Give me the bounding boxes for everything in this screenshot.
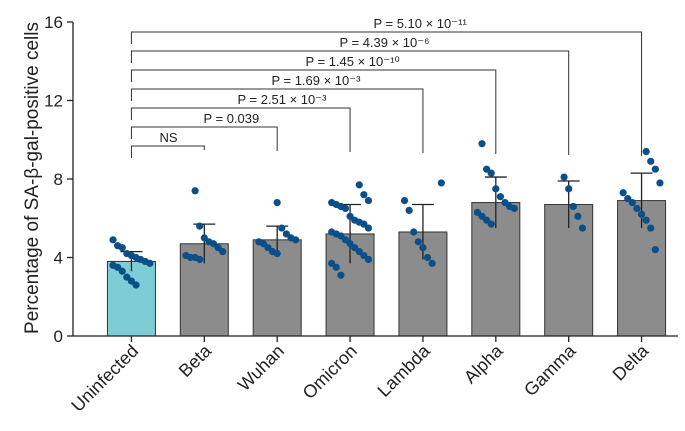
bracket-gamma: [130, 50, 570, 155]
data-point-delta: [656, 179, 664, 187]
data-point-lambda: [410, 228, 418, 236]
data-point-uninfected: [146, 259, 154, 267]
data-point-lambda: [428, 259, 436, 267]
data-point-wuhan: [278, 224, 286, 232]
p-value-beta: NS: [159, 130, 177, 145]
data-point-lambda: [423, 253, 432, 262]
data-point-gamma: [560, 173, 568, 181]
data-point-lambda: [405, 206, 413, 214]
p-value-alpha: P = 1.45 × 10⁻¹⁰: [305, 54, 399, 69]
data-point-omicron: [364, 255, 373, 264]
data-point-gamma: [578, 224, 587, 232]
p-value-lambda: P = 1.69 × 10⁻³: [271, 73, 361, 88]
x-tick-label-wuhan: Wuhan: [234, 341, 288, 395]
data-point-omicron: [341, 204, 350, 213]
data-point-delta: [651, 246, 659, 254]
data-point-lambda: [400, 196, 409, 205]
data-point-lambda: [419, 244, 427, 252]
bracket-delta: [130, 31, 643, 156]
data-point-delta: [642, 216, 650, 224]
data-points: [109, 140, 664, 289]
data-point-gamma: [574, 212, 582, 220]
bracket-beta: [130, 145, 205, 158]
y-tick-label: 4: [54, 249, 63, 268]
data-point-wuhan: [291, 236, 300, 244]
data-point-delta: [637, 210, 646, 218]
x-tick-label-uninfected: Uninfected: [67, 341, 142, 416]
p-value-gamma: P = 4.39 × 10⁻⁶: [339, 35, 429, 50]
data-point-omicron: [337, 271, 345, 279]
x-tick-label-gamma: Gamma: [520, 340, 580, 400]
data-point-delta: [647, 224, 655, 232]
data-point-delta: [633, 204, 641, 213]
bracket-omicron: [130, 107, 351, 152]
data-point-delta: [651, 165, 659, 173]
data-point-omicron: [364, 196, 373, 205]
y-tick-label: 0: [54, 327, 63, 346]
bar-series: [106, 200, 667, 337]
x-axis: Uninfected Beta Wuhan Omicron Lambda Alpha Gam…: [67, 335, 678, 416]
data-point-omicron: [360, 191, 368, 199]
y-axis-label: Percentage of SA-β-gal-positive cells: [22, 22, 43, 334]
p-value-wuhan: P = 0.039: [203, 111, 259, 126]
y-axis: 0 4 8 12 16: [44, 13, 74, 346]
data-point-beta: [191, 187, 199, 195]
data-point-lambda: [437, 179, 445, 187]
bracket-lambda: [130, 88, 424, 153]
x-tick-label-omicron: Omicron: [299, 341, 361, 403]
data-point-omicron: [364, 224, 373, 232]
data-point-alpha: [487, 220, 495, 228]
data-point-beta: [196, 255, 204, 264]
data-point-wuhan: [273, 249, 281, 258]
y-tick-label: 16: [44, 13, 63, 32]
data-point-omicron: [332, 263, 340, 271]
x-tick-label-lambda: Lambda: [374, 340, 435, 401]
data-point-uninfected: [118, 267, 126, 275]
data-point-alpha: [478, 140, 486, 148]
data-point-lambda: [414, 238, 422, 246]
data-point-alpha: [492, 185, 500, 193]
data-point-uninfected: [109, 236, 117, 244]
data-point-omicron: [355, 181, 363, 189]
data-point-beta: [219, 248, 227, 256]
data-point-delta: [619, 189, 627, 197]
data-point-alpha: [510, 204, 518, 213]
data-point-alpha: [487, 169, 495, 177]
bracket-wuhan: [130, 126, 278, 151]
y-tick-label: 12: [44, 92, 63, 111]
data-point-uninfected: [132, 281, 140, 289]
x-tick-label-delta: Delta: [609, 340, 654, 385]
data-point-gamma: [565, 185, 573, 193]
bar-uninfected: [106, 260, 156, 337]
data-point-alpha: [496, 193, 505, 201]
y-tick-label: 8: [54, 170, 63, 189]
data-point-delta: [647, 157, 655, 165]
data-point-delta: [642, 147, 650, 156]
data-point-wuhan: [273, 198, 281, 207]
p-value-delta: P = 5.10 × 10⁻¹¹: [373, 16, 467, 31]
data-point-delta: [628, 198, 636, 207]
data-point-beta: [196, 222, 204, 230]
x-tick-label-beta: Beta: [175, 340, 216, 381]
p-value-omicron: P = 2.51 × 10⁻³: [237, 92, 327, 107]
bracket-alpha: [130, 69, 497, 154]
data-point-gamma: [569, 202, 577, 211]
x-tick-label-alpha: Alpha: [460, 340, 507, 387]
data-point-uninfected: [118, 244, 126, 252]
significance-brackets: NS P = 0.039 P = 2.51 × 10⁻³ P = 1.69 × 10⁻…: [130, 16, 643, 158]
